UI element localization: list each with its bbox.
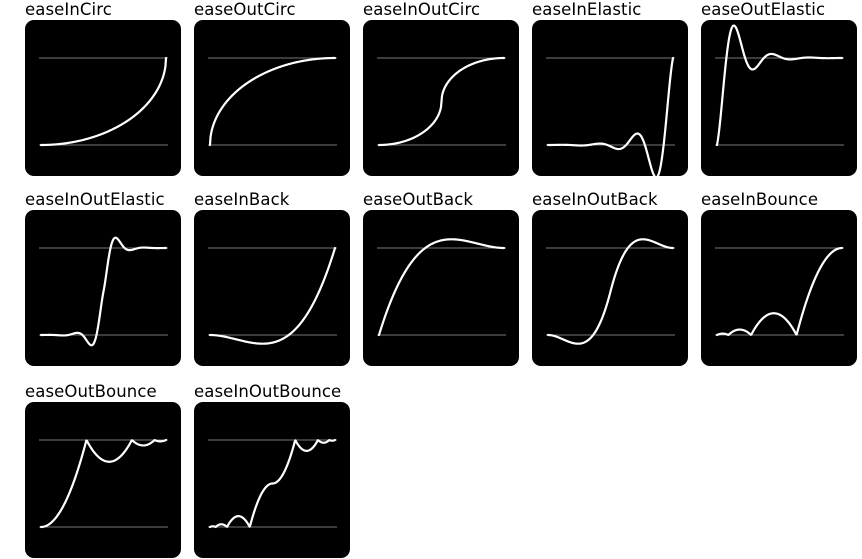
easing-curve bbox=[377, 56, 506, 147]
easing-graph bbox=[39, 438, 168, 529]
easing-label: easeInCirc bbox=[25, 0, 112, 19]
easing-graph-tile bbox=[194, 20, 350, 176]
easing-label: easeOutBack bbox=[363, 190, 474, 209]
easing-curve bbox=[377, 238, 506, 337]
easing-graph-tile bbox=[532, 20, 688, 176]
easing-cell-ease-in-out-back: easeInOutBack bbox=[532, 190, 690, 366]
easing-label: easeInOutCirc bbox=[363, 0, 481, 19]
easing-label: easeOutBounce bbox=[25, 382, 157, 401]
easing-cell-ease-out-bounce: easeOutBounce bbox=[25, 382, 183, 558]
easing-cell-ease-in-out-bounce: easeInOutBounce bbox=[194, 382, 352, 558]
easing-graph bbox=[208, 246, 337, 345]
easing-graph-tile bbox=[363, 210, 519, 366]
easing-graph bbox=[377, 56, 506, 147]
easing-cell-ease-out-back: easeOutBack bbox=[363, 190, 521, 366]
easing-graph-tile bbox=[194, 402, 350, 558]
easing-label: easeOutElastic bbox=[701, 0, 826, 19]
easing-graph-tile bbox=[194, 210, 350, 366]
easing-cell-ease-out-circ: easeOutCirc bbox=[194, 0, 352, 176]
easing-label: easeInOutBack bbox=[532, 190, 658, 209]
easing-graph bbox=[546, 238, 675, 345]
easing-cell-ease-in-bounce: easeInBounce bbox=[701, 190, 859, 366]
easing-curve bbox=[546, 56, 675, 176]
easing-label: easeInElastic bbox=[532, 0, 642, 19]
easing-graph-tile bbox=[363, 20, 519, 176]
easing-cell-ease-in-out-elastic: easeInOutElastic bbox=[25, 190, 183, 366]
easing-graph-tile bbox=[532, 210, 688, 366]
easing-curve bbox=[208, 438, 337, 529]
easing-graph bbox=[208, 438, 337, 529]
easing-label: easeInOutElastic bbox=[25, 190, 165, 209]
easing-cell-ease-in-circ: easeInCirc bbox=[25, 0, 183, 176]
easing-graph bbox=[715, 246, 844, 337]
easing-graph bbox=[715, 24, 844, 147]
easing-cell-ease-in-back: easeInBack bbox=[194, 190, 352, 366]
easing-curve bbox=[715, 246, 844, 337]
easing-cell-ease-out-elastic: easeOutElastic bbox=[701, 0, 859, 176]
easing-graph bbox=[39, 236, 168, 347]
easing-graph bbox=[546, 56, 675, 176]
easing-label: easeOutCirc bbox=[194, 0, 296, 19]
easing-graph-tile bbox=[701, 20, 857, 176]
easing-graph-tile bbox=[25, 20, 181, 176]
easing-graph-tile bbox=[701, 210, 857, 366]
easing-graph bbox=[377, 238, 506, 337]
easing-cell-ease-in-out-circ: easeInOutCirc bbox=[363, 0, 521, 176]
easing-curve bbox=[208, 56, 337, 147]
easing-graph-tile bbox=[25, 402, 181, 558]
easing-curve bbox=[39, 438, 168, 529]
easing-graph-tile bbox=[25, 210, 181, 366]
easing-label: easeInBounce bbox=[701, 190, 819, 209]
easing-curve bbox=[546, 238, 675, 345]
easing-curve bbox=[39, 56, 168, 147]
easing-graph bbox=[208, 56, 337, 147]
easing-curve bbox=[715, 24, 844, 147]
easing-graph bbox=[39, 56, 168, 147]
easing-label: easeInBack bbox=[194, 190, 290, 209]
easing-curve bbox=[39, 236, 168, 347]
easing-cell-ease-in-elastic: easeInElastic bbox=[532, 0, 690, 176]
easing-label: easeInOutBounce bbox=[194, 382, 342, 401]
easing-curve bbox=[208, 246, 337, 345]
